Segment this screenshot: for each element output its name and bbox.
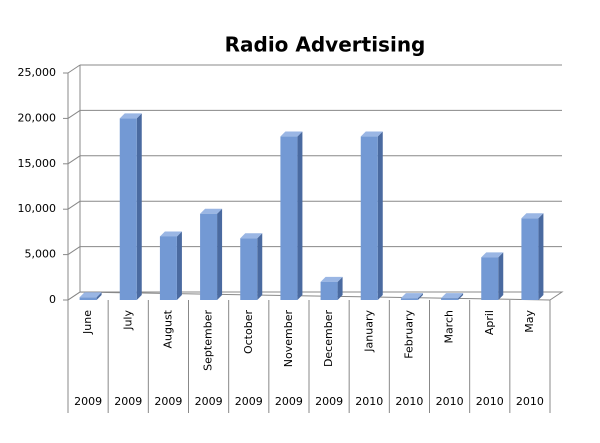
grid-line-side <box>67 291 81 301</box>
bar-top <box>481 252 504 258</box>
bar-top <box>280 131 303 137</box>
bar-top <box>400 293 423 299</box>
bar-top <box>79 292 102 298</box>
y-tick-label: 0 <box>49 293 56 306</box>
x-group-label: 2009 <box>275 395 303 408</box>
x-tick-label: October <box>242 310 255 354</box>
bar-top <box>441 293 464 299</box>
bar <box>200 213 218 300</box>
x-group-label: 2009 <box>114 395 142 408</box>
bar <box>320 281 338 300</box>
bar-top <box>119 113 142 119</box>
y-tick-label: 25,000 <box>18 66 57 79</box>
x-group-label: 2009 <box>74 395 102 408</box>
y-tick-label: 5,000 <box>25 248 57 261</box>
y-tick-label: 20,000 <box>18 111 57 124</box>
x-tick-label: January <box>362 310 375 353</box>
bar <box>521 218 539 300</box>
x-tick-label: November <box>282 310 295 368</box>
bar-side <box>257 233 263 300</box>
bar-side <box>96 292 102 300</box>
bar-side <box>417 293 423 300</box>
bar <box>119 118 137 301</box>
bar-side <box>377 131 383 300</box>
bar <box>400 298 418 300</box>
bar <box>360 136 378 300</box>
bar <box>240 238 258 300</box>
x-group-label: 2009 <box>195 395 223 408</box>
bar-side <box>217 208 223 300</box>
bar-side <box>136 113 142 301</box>
bar-side <box>337 276 343 300</box>
bar-top <box>521 213 544 219</box>
x-group-label: 2010 <box>436 395 464 408</box>
bar <box>79 297 97 300</box>
bar <box>441 298 459 300</box>
bar-top <box>200 208 223 214</box>
x-tick-label: April <box>483 310 496 335</box>
x-group-label: 2010 <box>476 395 504 408</box>
x-tick-label: June <box>81 310 94 335</box>
x-tick-label: March <box>443 310 456 344</box>
bar-side <box>176 231 182 300</box>
x-tick-label: December <box>322 310 335 368</box>
bar-side <box>297 131 303 300</box>
bar-top <box>320 276 343 282</box>
bar-top <box>159 231 182 237</box>
grid-line-side <box>67 155 81 165</box>
x-group-label: 2010 <box>395 395 423 408</box>
bar-top <box>240 233 263 239</box>
x-group-label: 2009 <box>315 395 343 408</box>
grid-line-side <box>67 109 81 119</box>
x-group-label: 2009 <box>235 395 263 408</box>
bar-side <box>458 293 464 300</box>
grid-line-side <box>67 64 81 74</box>
x-tick-label: May <box>523 310 536 333</box>
bar-side <box>538 213 544 300</box>
grid-line-side <box>67 246 81 256</box>
x-group-label: 2010 <box>516 395 544 408</box>
bar-top <box>360 131 383 137</box>
chart-title: Radio Advertising <box>225 33 426 57</box>
y-tick-label: 15,000 <box>18 157 57 170</box>
y-tick-label: 10,000 <box>18 202 57 215</box>
x-tick-label: July <box>121 310 134 331</box>
bar <box>280 136 298 300</box>
bar-side <box>498 252 504 300</box>
x-tick-label: September <box>202 310 215 371</box>
x-group-label: 2010 <box>355 395 383 408</box>
x-tick-label: February <box>402 310 415 359</box>
grid-line-side <box>67 200 81 210</box>
bar <box>481 257 499 300</box>
x-group-label: 2009 <box>154 395 182 408</box>
bar <box>159 236 177 300</box>
x-tick-label: August <box>161 309 174 348</box>
